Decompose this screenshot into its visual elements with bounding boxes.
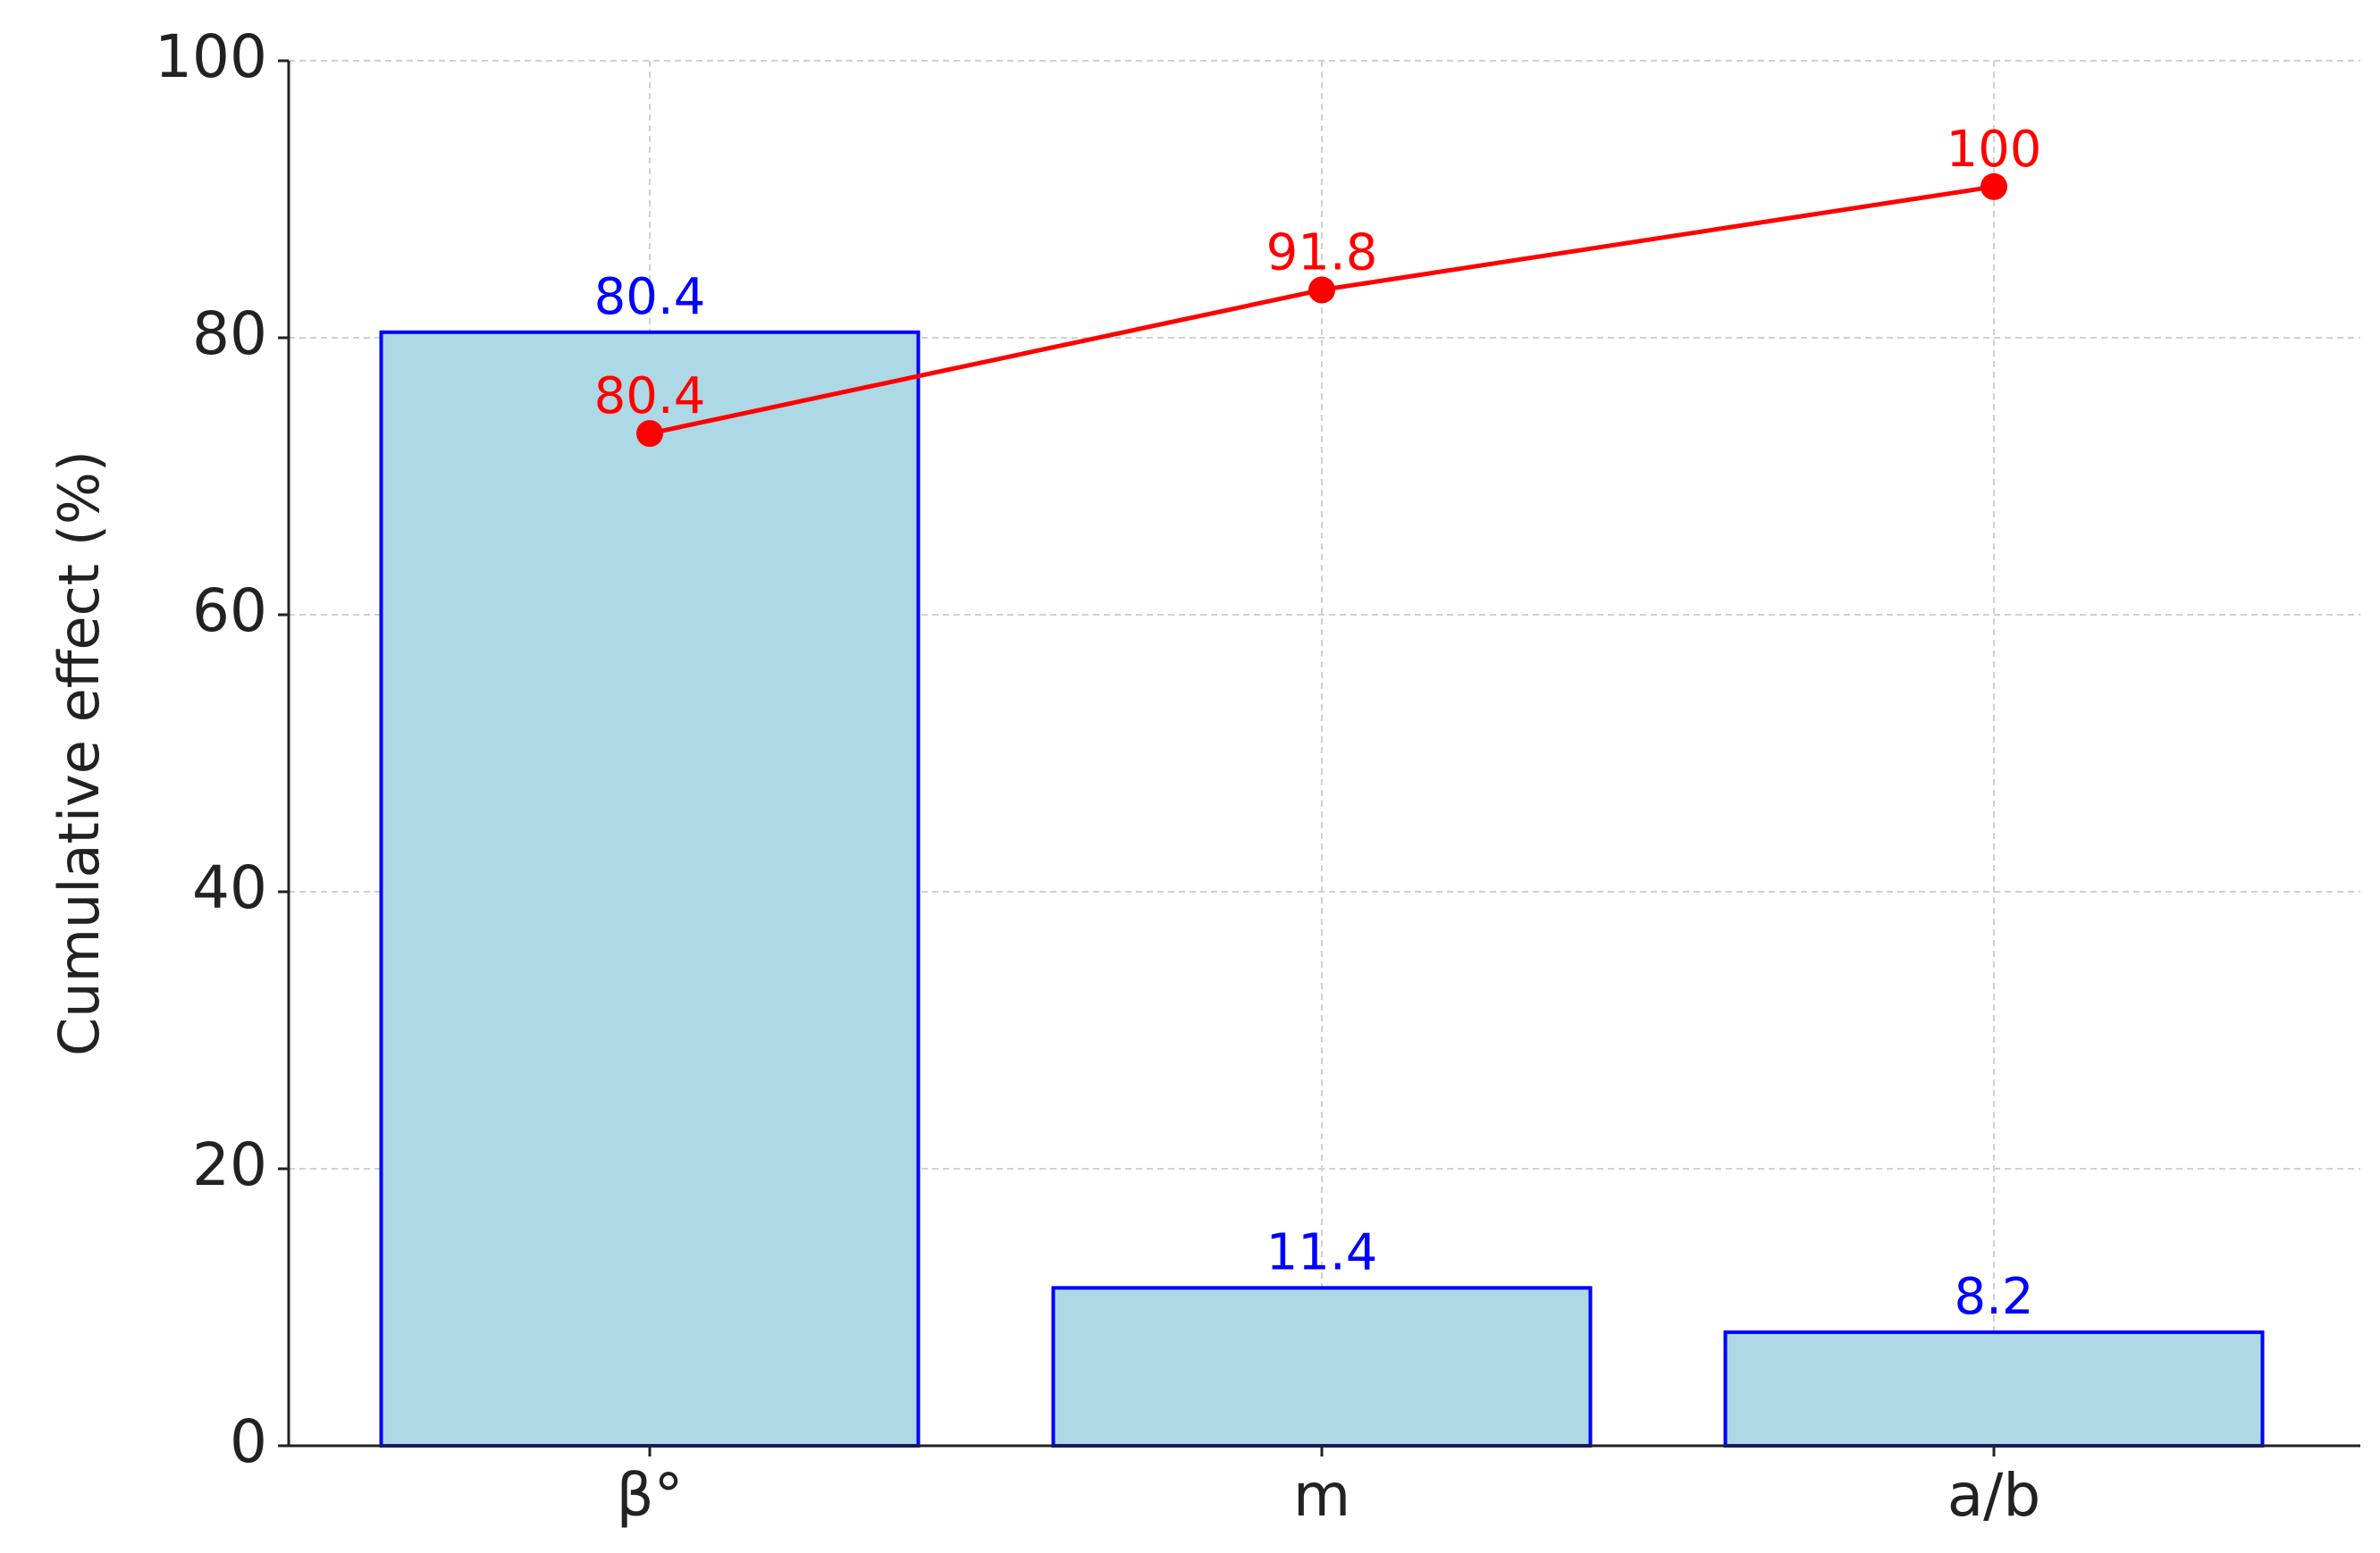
line-value-label: 80.4 [594,367,706,425]
line-value-label: 91.8 [1266,224,1378,282]
x-tick-label: β° [616,1461,683,1530]
y-tick-label: 40 [192,853,267,922]
bar-value-label: 80.4 [594,268,706,326]
x-tick-label: m [1293,1461,1350,1530]
line-point [1308,276,1335,304]
bar [379,330,921,1448]
x-tick-label: a/b [1947,1461,2041,1530]
y-tick-label: 20 [192,1130,267,1199]
y-tick-label: 0 [230,1407,267,1476]
line-value-label: 100 [1947,121,2042,179]
bar [1723,1330,2265,1448]
y-tick-label: 100 [155,22,267,91]
y-tick-label: 60 [192,576,267,645]
y-axis-label: Cumulative effect (%) [46,450,112,1056]
line-point [1981,172,2007,200]
line-point [636,420,663,448]
bar [1051,1286,1593,1448]
bar-value-label: 11.4 [1266,1223,1378,1281]
y-tick-label: 80 [192,299,267,368]
bar-value-label: 8.2 [1954,1268,2033,1326]
